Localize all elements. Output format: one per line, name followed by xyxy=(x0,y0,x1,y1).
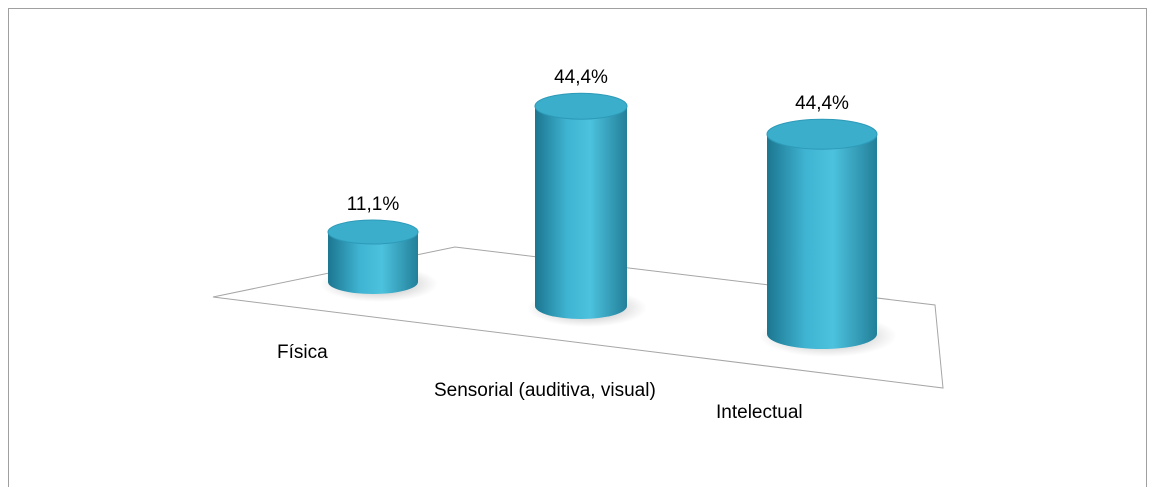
chart-border xyxy=(8,8,1147,487)
category-label: Intelectual xyxy=(716,402,803,423)
data-label: 44,4% xyxy=(795,93,849,114)
bar-top xyxy=(766,118,878,150)
bar xyxy=(328,232,418,294)
bar-top xyxy=(327,219,419,245)
data-label: 11,1% xyxy=(347,194,400,215)
bar xyxy=(535,106,627,319)
data-label: 44,4% xyxy=(554,67,608,88)
bar xyxy=(767,134,877,349)
category-label: Física xyxy=(277,342,328,363)
category-label: Sensorial (auditiva, visual) xyxy=(434,380,656,401)
bar-top xyxy=(534,92,628,120)
